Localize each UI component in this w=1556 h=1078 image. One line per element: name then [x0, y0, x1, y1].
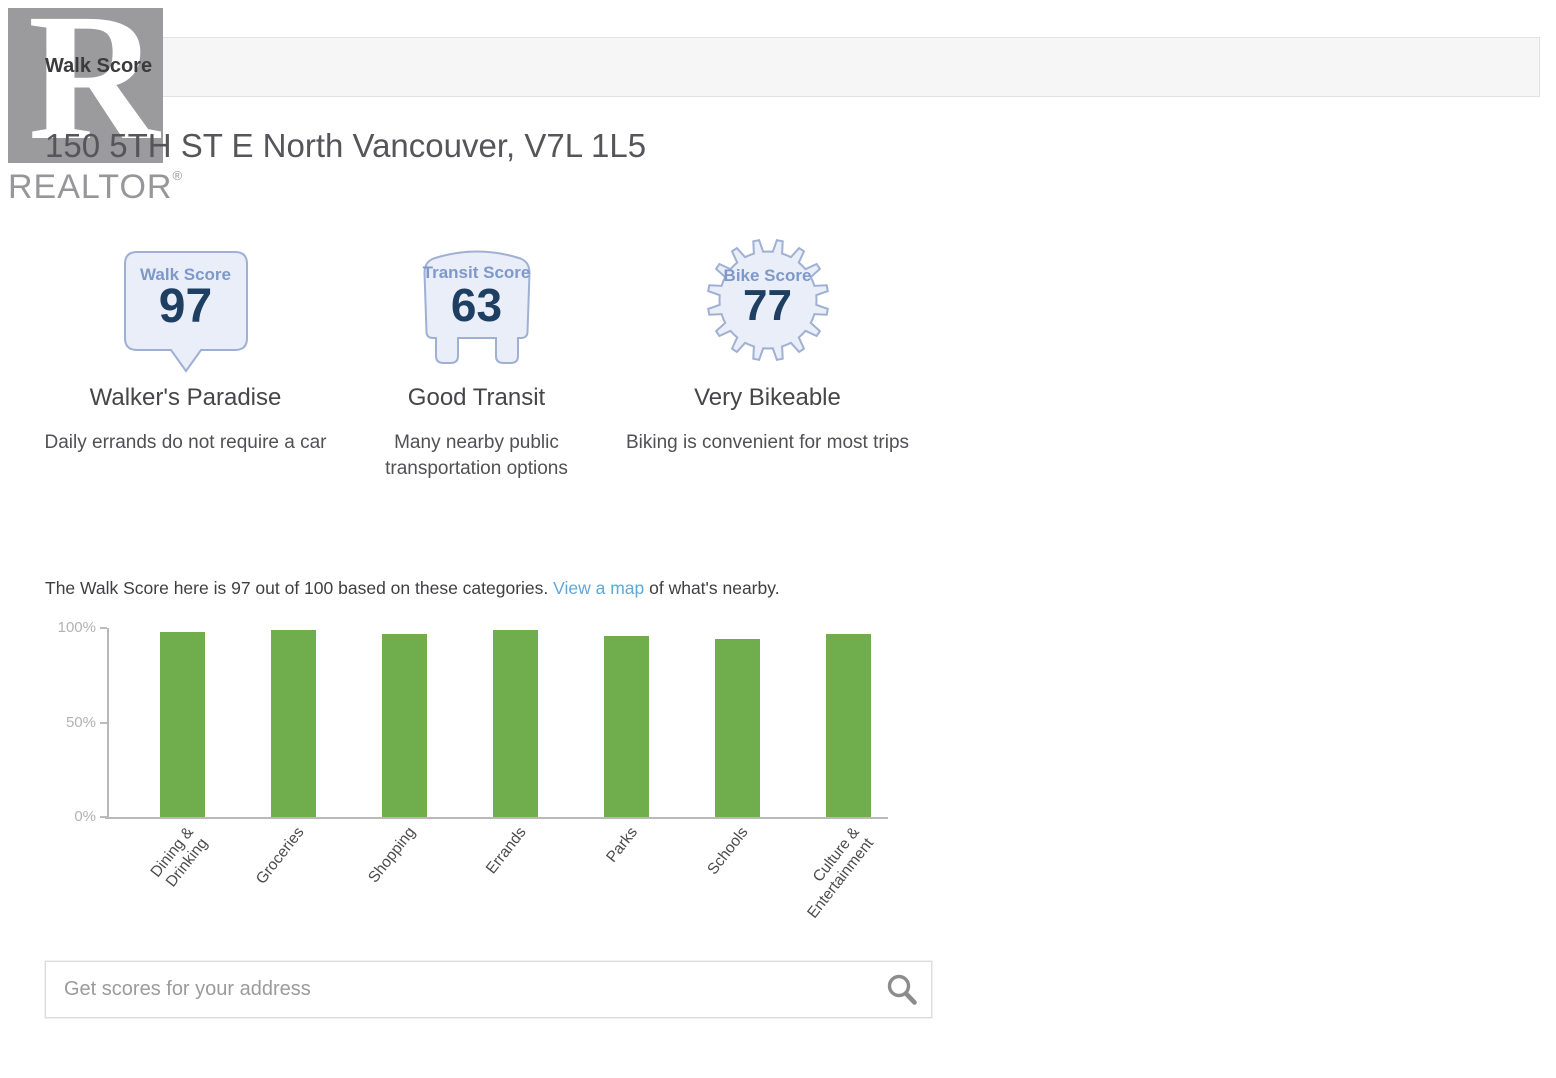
realtor-wordmark: REALTOR® — [8, 168, 182, 207]
view-map-link[interactable]: View a map — [553, 578, 645, 598]
walk-score-header-bar — [27, 37, 1540, 97]
gear-icon — [706, 239, 829, 361]
category-label-text: Dining & Drinking — [147, 824, 211, 891]
bar-parks — [604, 635, 649, 817]
walk-score-title: Walker's Paradise — [89, 384, 282, 411]
y-tick-label: 100% — [57, 619, 96, 636]
walk-score-value: 97 — [158, 280, 213, 333]
bar-schools — [715, 639, 760, 817]
walk-score-summary: The Walk Score here is 97 out of 100 bas… — [45, 578, 780, 599]
chart-x-axis — [105, 817, 888, 819]
category-label-text: Shopping — [365, 824, 419, 887]
transit-score-badge-label: Transit Score — [422, 263, 531, 282]
bike-score-value: 77 — [743, 281, 792, 330]
bike-score-column: Bike Score 77 Very Bikeable Biking is co… — [622, 238, 913, 482]
category-label-text: Parks — [603, 824, 641, 866]
speech-bubble-icon — [123, 251, 248, 373]
address-search-box — [45, 961, 932, 1018]
walk-score-badge-label: Walk Score — [139, 265, 232, 284]
y-tick-mark — [100, 627, 107, 629]
bar-dining-drinking — [160, 631, 205, 817]
transit-score-title: Good Transit — [407, 384, 546, 411]
categories-chart: 0% 50% 100% Dining & Drinking Groceries Shopp… — [58, 619, 888, 921]
walk-score-description: Daily errands do not require a car — [44, 432, 327, 453]
walk-score-badge[interactable]: Walk Score 97 — [123, 250, 249, 378]
bike-score-badge-label: Bike Score — [723, 266, 812, 285]
realtor-r-letter: R — [28, 8, 160, 163]
bus-front-icon — [422, 250, 531, 364]
registered-mark: ® — [172, 168, 184, 183]
bar-culture-entertainment — [826, 633, 871, 817]
transit-badge-wrap: Transit Score 63 — [331, 238, 622, 372]
bike-score-badge[interactable]: Bike Score 77 — [705, 238, 831, 366]
category-label-text: Errands — [483, 824, 530, 878]
walk-badge-wrap: Walk Score 97 — [40, 238, 331, 373]
bar-groceries — [271, 629, 316, 817]
y-tick-mark — [100, 816, 107, 818]
scores-row: Walk Score 97 Walker's Paradise Daily er… — [40, 238, 915, 482]
realtor-logo-square: R — [8, 8, 163, 163]
y-tick-label: 0% — [74, 808, 96, 825]
realtor-logo: R REALTOR® — [8, 8, 182, 207]
walk-score-column: Walk Score 97 Walker's Paradise Daily er… — [40, 238, 331, 482]
transit-score-value: 63 — [450, 279, 503, 331]
property-address: 150 5TH ST E North Vancouver, V7L 1L5 — [45, 127, 647, 164]
category-label-text: Culture & Entertainment — [804, 824, 877, 922]
transit-score-badge[interactable]: Transit Score 63 — [414, 243, 540, 371]
header-title: Walk Score — [45, 55, 153, 77]
bar-errands — [493, 629, 538, 817]
bike-score-description: Biking is convenient for most trips — [626, 432, 910, 453]
summary-prefix: The Walk Score here is 97 out of 100 bas… — [45, 578, 554, 598]
realtor-wordmark-text: REALTOR — [8, 168, 173, 206]
transit-score-description: Many nearby public transportation option… — [385, 432, 568, 480]
bike-score-title: Very Bikeable — [694, 384, 841, 411]
y-tick-label: 50% — [65, 713, 96, 731]
bar-shopping — [382, 633, 427, 817]
transit-score-column: Transit Score 63 Good Transit Many nearb… — [331, 238, 622, 482]
address-search-input[interactable] — [46, 962, 931, 1017]
bike-badge-wrap: Bike Score 77 — [622, 238, 913, 372]
magnifier-icon[interactable] — [885, 973, 919, 1007]
category-label-text: Schools — [704, 824, 752, 878]
y-tick-mark — [100, 721, 107, 724]
category-label-text: Groceries — [253, 824, 308, 888]
summary-suffix: of what's nearby. — [644, 578, 780, 598]
bike-gear-shape — [706, 239, 829, 361]
